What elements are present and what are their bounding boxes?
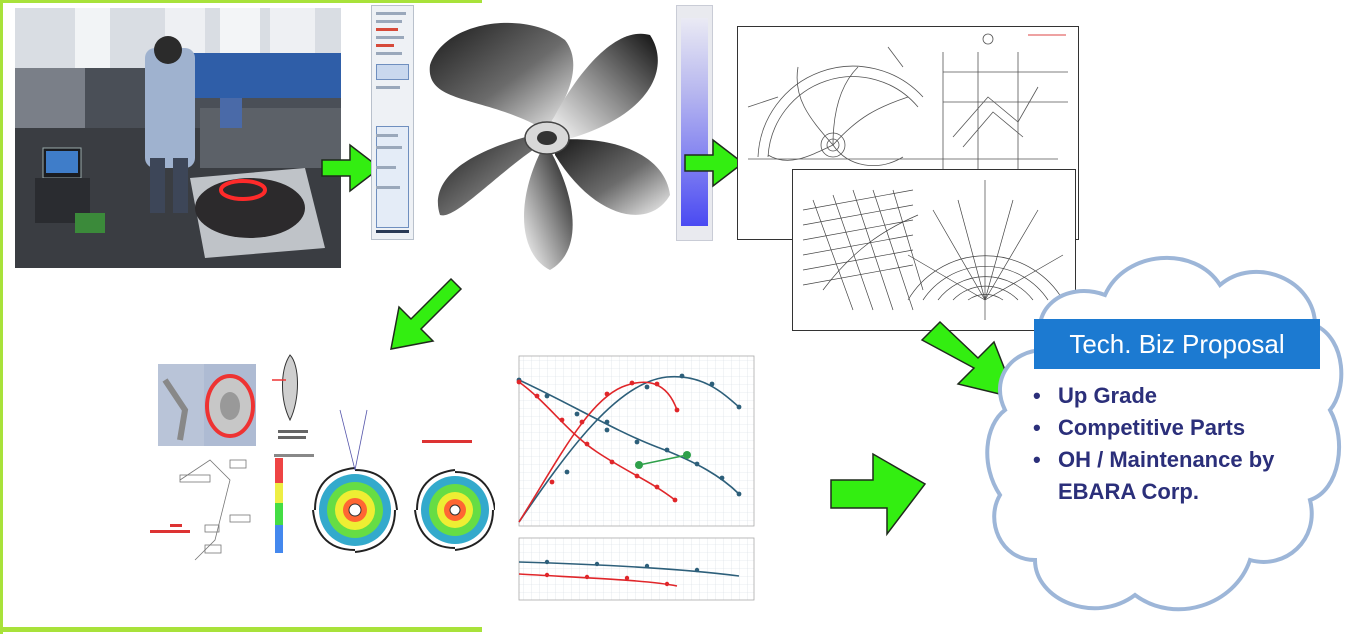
bullet-icon: • [1033, 415, 1041, 440]
proposal-item-upgrade: • Up Grade [1033, 380, 1303, 412]
frame-left-line [0, 0, 3, 634]
pump-performance-chart [507, 352, 757, 608]
bullet-icon: • [1033, 447, 1041, 472]
technical-drawing-blade-section [792, 169, 1076, 331]
proposal-title: Tech. Biz Proposal [1034, 319, 1320, 369]
scanning-photo [15, 8, 341, 268]
arrow-right-icon [321, 143, 382, 193]
arrow-right-icon [684, 138, 745, 188]
cfd-analysis-collage [150, 350, 496, 570]
proposal-list: • Up Grade • Competitive Parts • OH / Ma… [1033, 380, 1303, 508]
proposal-item-competitive-parts: • Competitive Parts [1033, 412, 1303, 444]
proposal-item-label: OH / Maintenance by EBARA Corp. [1058, 447, 1275, 504]
frame-bottom-line [0, 627, 482, 632]
impeller-3d-model [429, 22, 670, 270]
arrow-down-left-icon [390, 277, 463, 350]
bullet-icon: • [1033, 383, 1041, 408]
arrow-up-right-icon [830, 452, 927, 537]
proposal-item-oh-maintenance: • OH / Maintenance by EBARA Corp. [1033, 444, 1303, 508]
proposal-item-label: Competitive Parts [1058, 415, 1246, 440]
frame-top-line [0, 0, 482, 3]
color-scale-bar [676, 5, 713, 241]
software-side-panel [371, 5, 414, 240]
proposal-item-label: Up Grade [1058, 383, 1158, 408]
